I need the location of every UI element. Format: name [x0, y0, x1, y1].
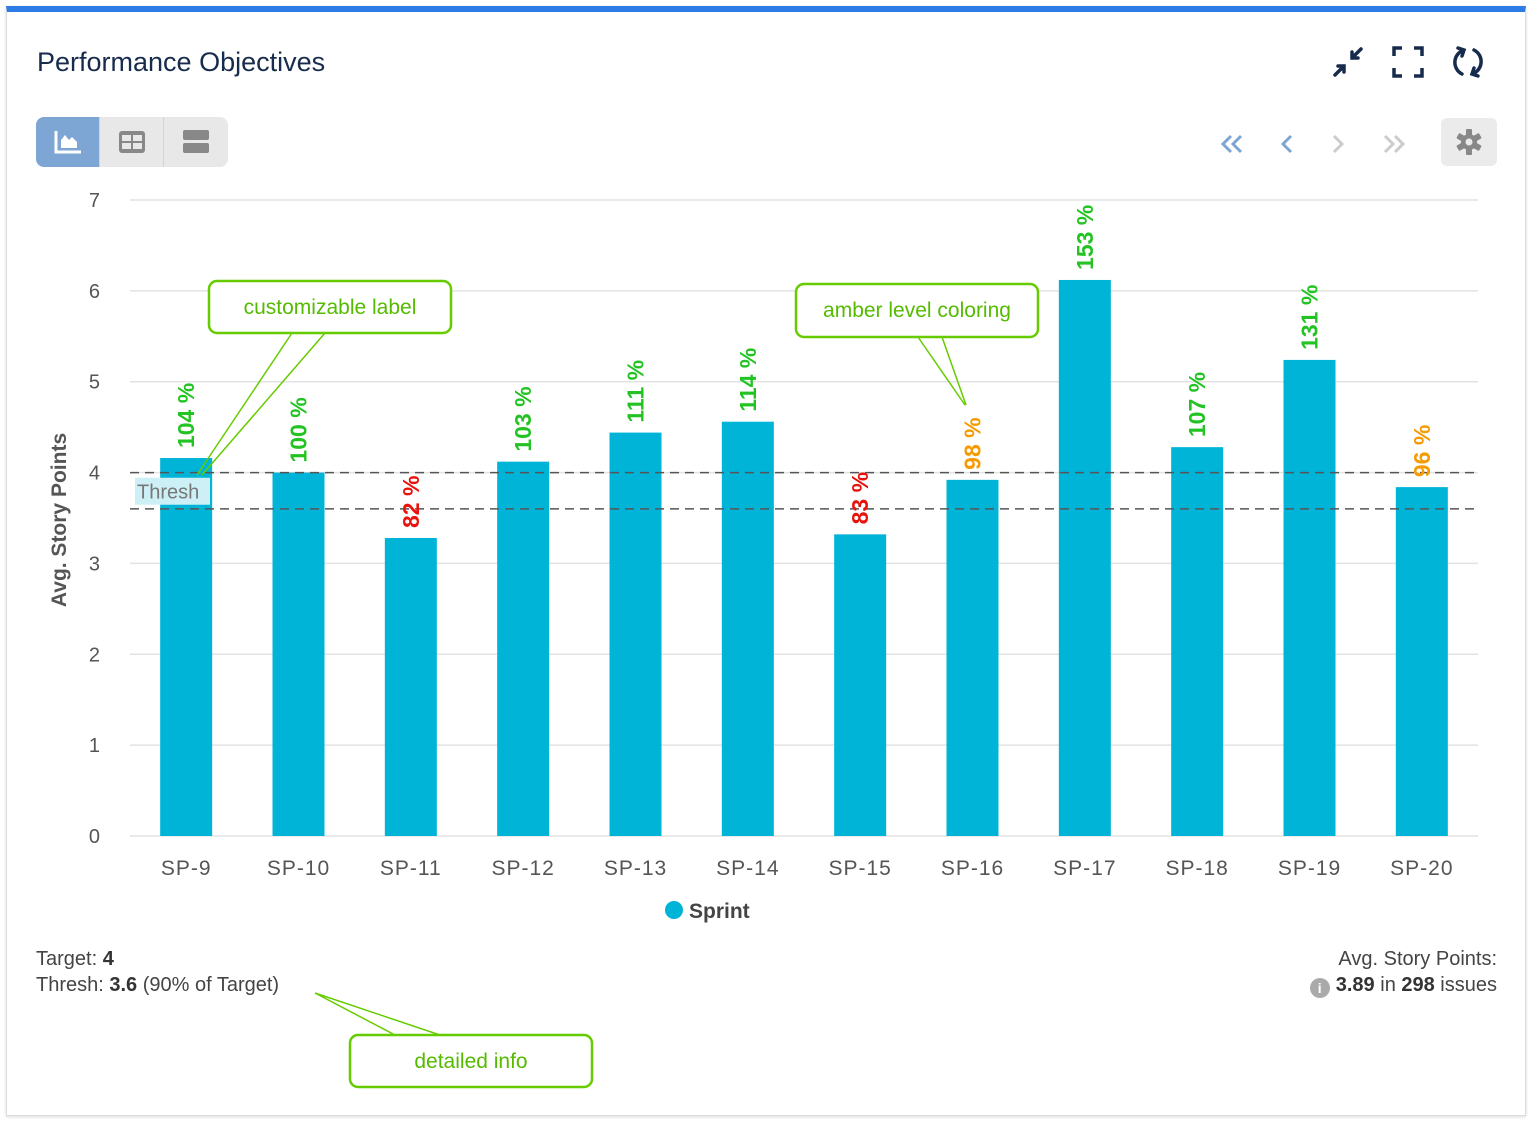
refresh-icon[interactable] — [1450, 44, 1486, 80]
list-icon — [183, 130, 209, 153]
table-icon — [118, 131, 145, 153]
y-axis-label: Avg. Story Points — [48, 433, 71, 607]
target-value: 4 — [102, 948, 114, 970]
data-label: 98 % — [960, 417, 986, 469]
info-icon[interactable]: i — [1309, 978, 1330, 998]
data-label: 100 % — [286, 397, 312, 462]
table-view-button[interactable] — [100, 117, 164, 167]
y-tick-label: 0 — [89, 826, 100, 848]
threshold-label-bg — [135, 477, 210, 505]
avg-info: Avg. Story Points: i 3.89 in 298 issues — [1309, 946, 1497, 998]
callout-detailed-info: detailed info — [314, 992, 594, 1089]
last-page-icon[interactable] — [1378, 128, 1410, 160]
x-tick-label: SP-19 — [1278, 857, 1341, 880]
issues-count: 298 — [1401, 974, 1435, 996]
collapse-icon[interactable] — [1330, 44, 1366, 80]
bar — [1058, 279, 1111, 836]
bar — [1171, 447, 1224, 836]
first-page-icon[interactable] — [1216, 128, 1248, 160]
bar — [384, 537, 437, 836]
x-tick-label: SP-16 — [941, 857, 1004, 880]
y-tick-label: 6 — [89, 281, 100, 303]
prev-page-icon[interactable] — [1272, 128, 1304, 160]
target-info: Target: 4 Thresh: 3.6 (90% of Target) — [36, 948, 280, 996]
bar — [721, 421, 774, 836]
data-label: 153 % — [1072, 205, 1098, 270]
list-view-button[interactable] — [164, 117, 228, 167]
bar — [1283, 359, 1336, 836]
chart-card — [6, 6, 1526, 1116]
x-tick-label: SP-20 — [1390, 857, 1453, 880]
chart-icon — [54, 131, 81, 154]
x-tick-label: SP-9 — [161, 857, 212, 880]
avg-value: 3.89 — [1335, 974, 1375, 996]
callout-amber-coloring: amber level coloring — [794, 282, 1040, 406]
data-label: 104 % — [173, 383, 199, 448]
bar — [497, 461, 550, 836]
bar — [1395, 487, 1448, 836]
gear-icon — [1456, 129, 1482, 155]
legend-marker — [665, 901, 683, 919]
bar — [609, 432, 662, 836]
callout-text: amber level coloring — [823, 299, 1011, 322]
next-page-icon[interactable] — [1322, 128, 1354, 160]
data-label: 111 % — [623, 360, 649, 423]
data-label: 82 % — [398, 476, 424, 528]
page-title: Performance Objectives — [37, 47, 326, 77]
chart-view-button[interactable] — [36, 117, 100, 167]
callout-text: customizable label — [244, 296, 417, 319]
x-tick-label: SP-12 — [491, 857, 554, 880]
y-tick-label: 7 — [89, 190, 100, 212]
settings-button[interactable] — [1441, 118, 1497, 166]
callout-text: detailed info — [414, 1050, 527, 1073]
bar — [160, 458, 213, 836]
data-label: 131 % — [1297, 285, 1323, 350]
bar — [946, 479, 999, 836]
data-label: 96 % — [1409, 425, 1435, 477]
x-tick-label: SP-11 — [380, 857, 442, 880]
y-tick-label: 1 — [89, 735, 100, 757]
x-tick-label: SP-18 — [1165, 857, 1228, 880]
bar — [834, 534, 887, 836]
x-tick-label: SP-17 — [1053, 857, 1116, 880]
legend-label: Sprint — [689, 900, 750, 923]
data-label: 83 % — [847, 472, 873, 524]
data-label: 103 % — [510, 386, 536, 451]
y-tick-label: 5 — [89, 372, 100, 394]
fullscreen-icon[interactable] — [1390, 44, 1426, 80]
y-tick-label: 4 — [89, 463, 100, 485]
bar — [272, 472, 325, 836]
legend[interactable]: Sprint — [665, 900, 750, 923]
view-toggle — [36, 117, 228, 167]
x-tick-label: SP-14 — [716, 857, 779, 880]
thresh-value: 3.6 — [109, 974, 138, 996]
data-label: 107 % — [1184, 372, 1210, 437]
threshold-label: Thresh — [137, 482, 199, 504]
y-tick-label: 2 — [89, 644, 100, 666]
x-tick-label: SP-13 — [604, 857, 667, 880]
y-tick-label: 3 — [89, 553, 100, 575]
data-label: 114 % — [735, 348, 761, 412]
callout-customizable-label: customizable label — [196, 279, 453, 476]
x-tick-label: SP-10 — [267, 857, 330, 880]
x-tick-label: SP-15 — [828, 857, 891, 880]
